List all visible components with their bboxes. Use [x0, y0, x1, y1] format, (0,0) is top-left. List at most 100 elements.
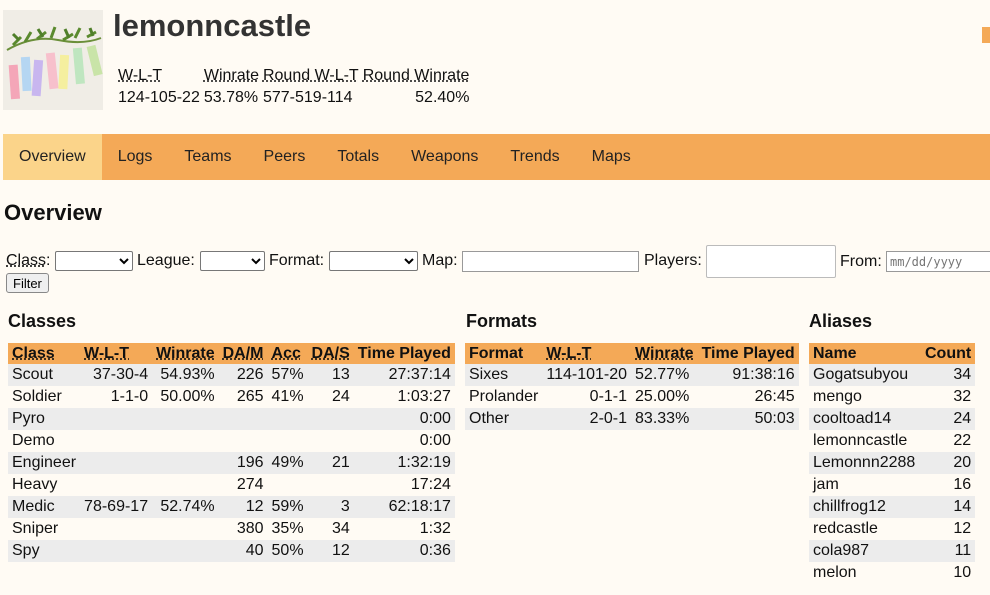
aliases-cell: 10: [953, 564, 972, 581]
player-name: lemonncastle: [113, 8, 312, 43]
classes-header-das[interactable]: DA/S: [307, 343, 354, 364]
aliases-cell[interactable]: cooltoad14: [809, 408, 921, 430]
tanabata-streamers-icon: [6, 26, 103, 100]
formats-header-format[interactable]: Format: [465, 343, 543, 364]
formats-title: Formats: [466, 311, 538, 331]
aliases-cell[interactable]: cola987: [809, 540, 921, 562]
classes-cell: 12: [218, 496, 268, 518]
classes-cell: Spy: [8, 540, 81, 562]
tab-maps[interactable]: Maps: [591, 148, 631, 165]
aliases-cell: 22: [953, 432, 972, 449]
aliases-cell[interactable]: redcastle: [813, 520, 878, 537]
classes-row: Sniper 380 35% 34 1:32: [8, 518, 455, 540]
classes-cell: 12: [307, 540, 354, 562]
classes-cell: [80, 430, 152, 452]
aliases-header-count[interactable]: Count: [921, 343, 976, 364]
classes-header-time[interactable]: Time Played: [353, 343, 455, 364]
aliases-cell[interactable]: Lemonnn2288: [809, 452, 921, 474]
aliases-cell[interactable]: mengo: [813, 388, 862, 405]
tab-trends[interactable]: Trends: [510, 148, 560, 165]
classes-cell: 41%: [271, 388, 304, 405]
summary-header-round-wlt: Round W-L-T: [262, 67, 359, 84]
page-title: Overview: [4, 200, 102, 225]
classes-row: Scout 37-30-4 54.93% 226 57% 13 27:37:14: [8, 364, 455, 386]
summary-value-wlt: 124-105-22: [118, 89, 200, 106]
class-select[interactable]: [55, 251, 133, 271]
classes-cell: [152, 408, 219, 430]
classes-row: Heavy 274 17:24: [8, 474, 455, 496]
classes-row: Soldier 1-1-0 50.00% 265 41% 24 1:03:27: [8, 386, 455, 408]
aliases-cell: 24: [921, 408, 976, 430]
classes-cell: [219, 430, 268, 452]
classes-cell: [80, 452, 153, 474]
class-filter-label: Class: [6, 252, 47, 269]
classes-cell: 0:00: [419, 432, 451, 449]
classes-cell: 1-1-0: [110, 388, 149, 405]
classes-cell: 196: [218, 452, 268, 474]
formats-cell: Sixes: [465, 364, 543, 386]
corner-badge[interactable]: [982, 27, 990, 43]
from-filter-label: From:: [840, 253, 882, 270]
classes-cell: 1:32:19: [353, 452, 455, 474]
filter-button[interactable]: Filter: [6, 273, 49, 293]
classes-cell: [307, 408, 354, 430]
aliases-cell[interactable]: jam: [813, 476, 839, 493]
classes-header-wlt[interactable]: W-L-T: [80, 343, 153, 364]
classes-cell: 62:18:17: [353, 496, 455, 518]
classes-header-acc[interactable]: Acc: [267, 343, 308, 364]
tab-weapons[interactable]: Weapons: [411, 148, 479, 165]
classes-cell: 52.74%: [152, 496, 219, 518]
classes-cell: [80, 474, 152, 496]
classes-cell: [152, 474, 219, 496]
map-input[interactable]: [462, 251, 639, 272]
tab-totals[interactable]: Totals: [337, 148, 380, 165]
classes-cell: [152, 430, 219, 452]
classes-row: Pyro 0:00: [8, 408, 455, 430]
classes-cell: 35%: [271, 520, 304, 537]
classes-header-winrate[interactable]: Winrate: [152, 343, 219, 364]
formats-header-wlt[interactable]: W-L-T: [542, 343, 632, 364]
classes-cell: 27:37:14: [353, 364, 455, 386]
classes-header-class[interactable]: Class: [8, 343, 81, 364]
classes-cell: [152, 540, 219, 562]
aliases-title: Aliases: [809, 311, 873, 331]
classes-cell: [267, 408, 308, 430]
aliases-row: cola987 11: [809, 540, 976, 562]
classes-cell: [80, 518, 152, 540]
classes-cell: Demo: [12, 432, 55, 449]
classes-cell: 0:36: [353, 540, 455, 562]
classes-cell: Medic: [8, 496, 81, 518]
aliases-cell[interactable]: chillfrog12: [809, 496, 921, 518]
classes-cell: [308, 474, 354, 496]
players-input[interactable]: [706, 245, 836, 278]
classes-header-dam[interactable]: DA/M: [218, 343, 268, 364]
tab-overview[interactable]: Overview: [3, 134, 102, 180]
summary-value-round-winrate: 52.40%: [415, 89, 470, 106]
formats-header-winrate[interactable]: Winrate: [631, 343, 698, 364]
summary-header-winrate: Winrate: [203, 67, 259, 84]
aliases-cell[interactable]: lemonncastle: [813, 432, 908, 449]
classes-cell: 37-30-4: [80, 364, 153, 386]
tab-teams[interactable]: Teams: [184, 148, 232, 165]
tab-peers[interactable]: Peers: [263, 148, 306, 165]
league-select[interactable]: [200, 251, 265, 271]
summary-header-wlt: W-L-T: [118, 67, 163, 84]
classes-cell: [268, 474, 308, 496]
formats-cell: 83.33%: [631, 408, 698, 430]
aliases-header-name[interactable]: Name: [809, 343, 921, 364]
tab-logs[interactable]: Logs: [117, 148, 153, 165]
formats-row: Other 2-0-1 83.33% 50:03: [465, 408, 799, 430]
classes-cell: 40: [218, 540, 268, 562]
classes-cell: 34: [331, 520, 350, 537]
aliases-cell[interactable]: Gogatsubyou: [809, 364, 921, 386]
classes-cell: Pyro: [8, 408, 81, 430]
from-date-input[interactable]: [886, 251, 990, 272]
formats-table: Format W-L-T Winrate Time Played Sixes 11…: [465, 343, 799, 430]
aliases-cell[interactable]: melon: [813, 564, 857, 581]
formats-cell: 25.00%: [635, 388, 690, 405]
format-select[interactable]: [329, 251, 418, 271]
classes-cell: Heavy: [12, 476, 58, 493]
formats-header-time[interactable]: Time Played: [697, 343, 799, 364]
classes-cell: [80, 408, 153, 430]
summary-value-round-wlt: 577-519-114: [262, 89, 353, 106]
